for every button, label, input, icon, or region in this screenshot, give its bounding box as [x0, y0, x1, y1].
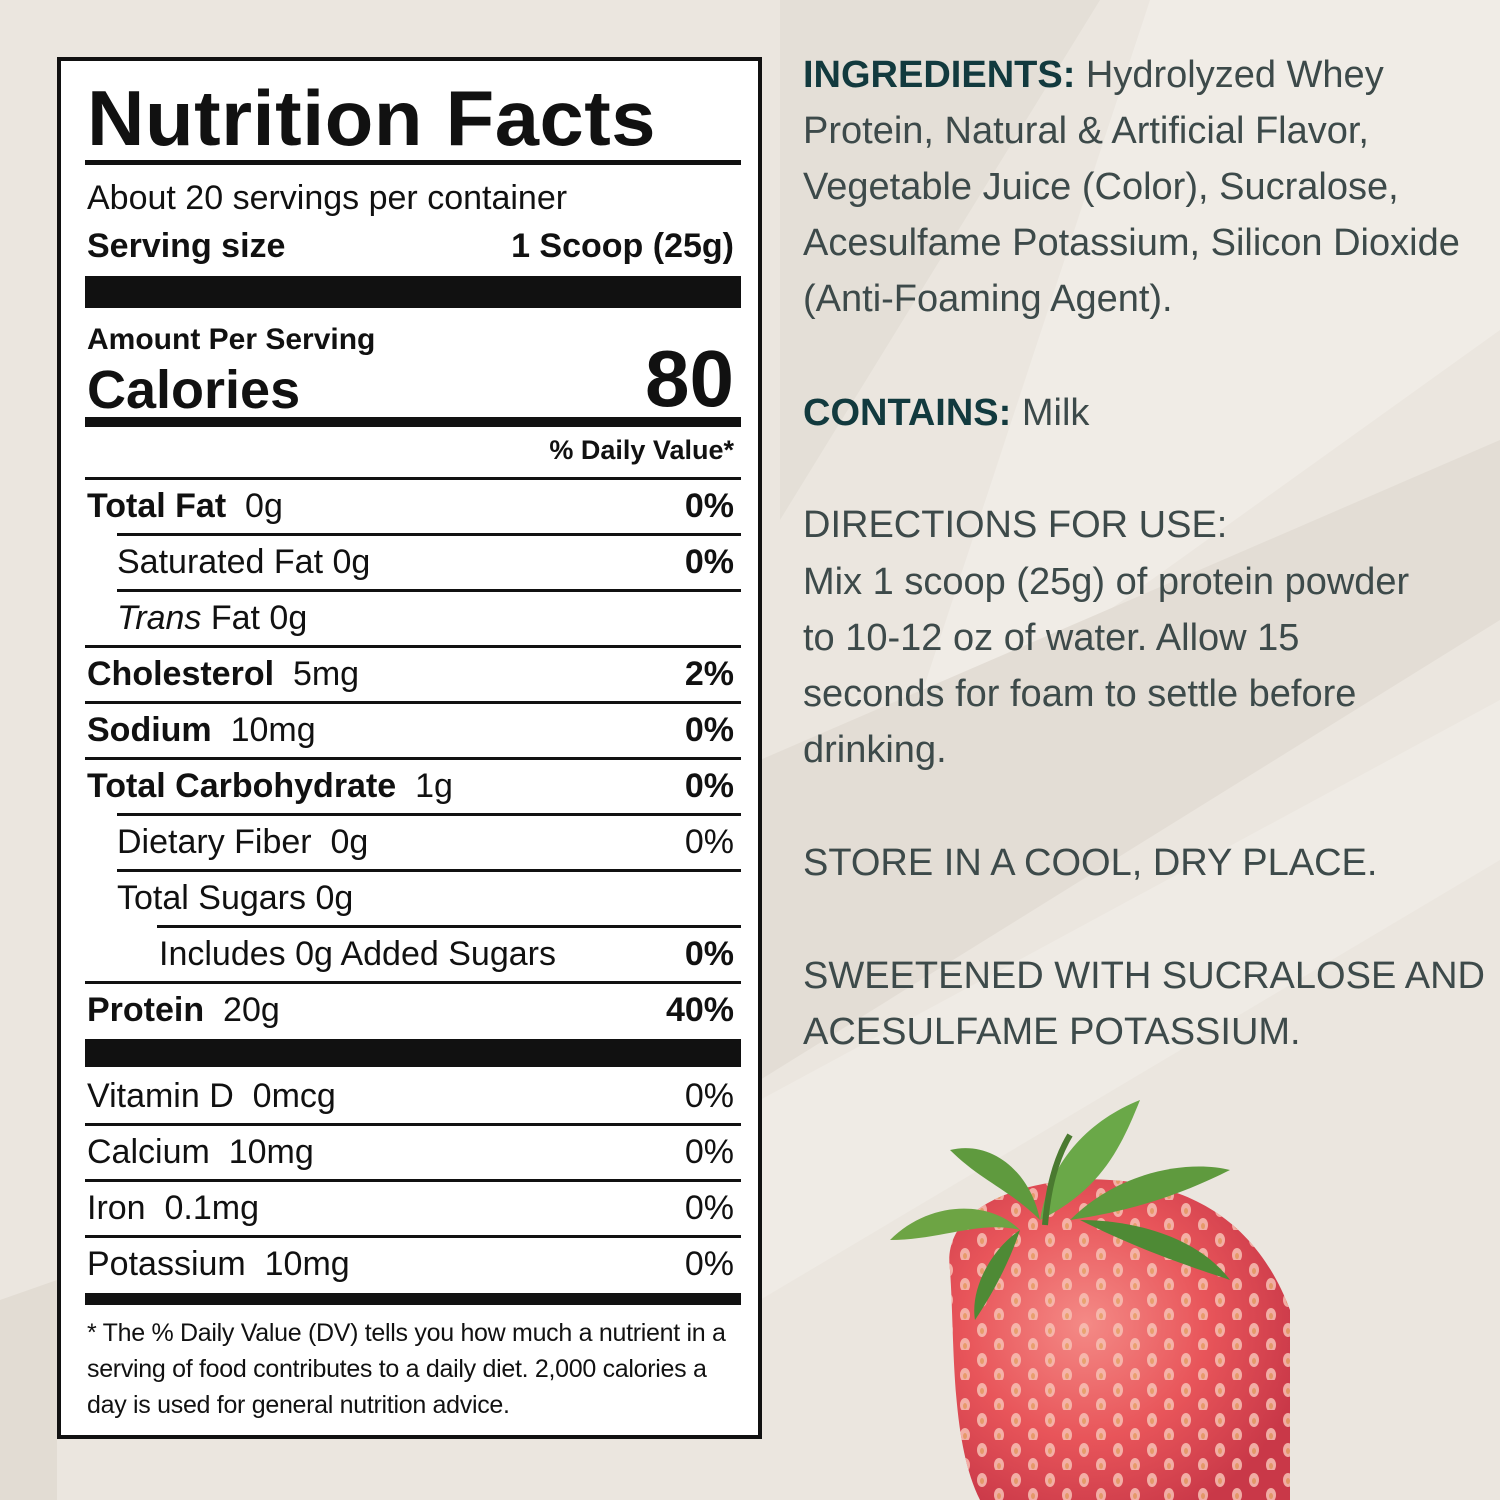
- directions-text: Mix 1 scoop (25g) of protein powder to 1…: [803, 561, 1410, 771]
- nutrient-row-saturated-fat: Saturated Fat 0g: [117, 543, 371, 581]
- pct-cholesterol: 2%: [684, 655, 734, 693]
- row-divider: [117, 813, 741, 816]
- row-divider: [85, 1235, 741, 1238]
- nutrient-row-cholesterol: Cholesterol 5mg: [87, 655, 360, 693]
- row-divider: [85, 477, 741, 480]
- nutrient-row-protein: Protein 20g: [87, 991, 280, 1029]
- thick-divider: [85, 276, 741, 308]
- pct-sodium: 0%: [684, 711, 734, 749]
- row-divider: [157, 925, 741, 928]
- directions-heading: DIRECTIONS FOR USE:: [803, 504, 1228, 546]
- calories-value: 80: [645, 334, 734, 423]
- row-divider: [85, 1179, 741, 1182]
- contains-section: CONTAINS: Milk: [803, 385, 1089, 441]
- sweetener-statement: SWEETENED WITH SUCRALOSE AND ACESULFAME …: [803, 955, 1485, 1053]
- pct-potassium: 0%: [684, 1245, 734, 1283]
- pct-total-fat: 0%: [684, 487, 734, 525]
- row-divider: [85, 981, 741, 984]
- thick-divider: [85, 1039, 741, 1067]
- nutrient-row-dietary-fiber: Dietary Fiber 0g: [117, 823, 369, 861]
- nutrient-row-trans-fat: Trans Fat 0g: [117, 599, 308, 637]
- daily-value-footnote: * The % Daily Value (DV) tells you how m…: [87, 1319, 726, 1419]
- nutrient-row-total-carbohydrate: Total Carbohydrate 1g: [87, 767, 453, 805]
- row-divider: [117, 533, 741, 536]
- vitamin-row-iron: Iron 0.1mg: [87, 1189, 259, 1227]
- contains-text: Milk: [1021, 392, 1090, 434]
- amount-per-serving: Amount Per Serving: [87, 323, 376, 356]
- nutrition-facts-label: Nutrition Facts About 20 servings per co…: [57, 57, 762, 1439]
- daily-value-header: % Daily Value*: [549, 435, 734, 465]
- serving-size-value: 1 Scoop (25g): [511, 227, 734, 265]
- medium-divider: [85, 1293, 741, 1305]
- pct-added-sugars: 0%: [684, 935, 734, 973]
- storage-instructions: STORE IN A COOL, DRY PLACE.: [803, 842, 1378, 884]
- row-divider: [85, 701, 741, 704]
- pct-saturated-fat: 0%: [684, 543, 734, 581]
- pct-dietary-fiber: 0%: [684, 823, 734, 861]
- ingredients-heading: INGREDIENTS:: [803, 54, 1076, 96]
- ingredients-section: INGREDIENTS: Hydrolyzed Whey Protein, Na…: [803, 47, 1483, 327]
- pct-iron: 0%: [684, 1189, 734, 1227]
- serving-size-label: Serving size: [87, 227, 286, 265]
- nutrient-row-added-sugars: Includes 0g Added Sugars: [159, 935, 556, 973]
- servings-per-container: About 20 servings per container: [87, 179, 568, 217]
- nutrient-row-total-fat: Total Fat 0g: [87, 487, 283, 525]
- contains-heading: CONTAINS:: [803, 392, 1012, 434]
- divider: [85, 160, 741, 165]
- vitamin-row-vitamin-d: Vitamin D 0mcg: [87, 1077, 336, 1115]
- pct-vitamin-d: 0%: [684, 1077, 734, 1115]
- ingredients-text: Hydrolyzed Whey Protein, Natural & Artif…: [803, 54, 1460, 320]
- row-divider: [85, 1123, 741, 1126]
- row-divider: [117, 589, 741, 592]
- vitamin-row-calcium: Calcium 10mg: [87, 1133, 314, 1171]
- vitamin-row-potassium: Potassium 10mg: [87, 1245, 350, 1283]
- pct-total-carbohydrate: 0%: [684, 767, 734, 805]
- nutrient-row-sodium: Sodium 10mg: [87, 711, 316, 749]
- nutrition-facts-title: Nutrition Facts: [87, 74, 657, 162]
- medium-divider: [85, 417, 741, 427]
- pct-calcium: 0%: [684, 1133, 734, 1171]
- nutrient-row-total-sugars: Total Sugars 0g: [117, 879, 354, 917]
- strawberry-image: [890, 1100, 1290, 1500]
- row-divider: [117, 869, 741, 872]
- calories-label: Calories: [87, 360, 301, 420]
- pct-protein: 40%: [665, 991, 734, 1029]
- row-divider: [85, 645, 741, 648]
- row-divider: [85, 757, 741, 760]
